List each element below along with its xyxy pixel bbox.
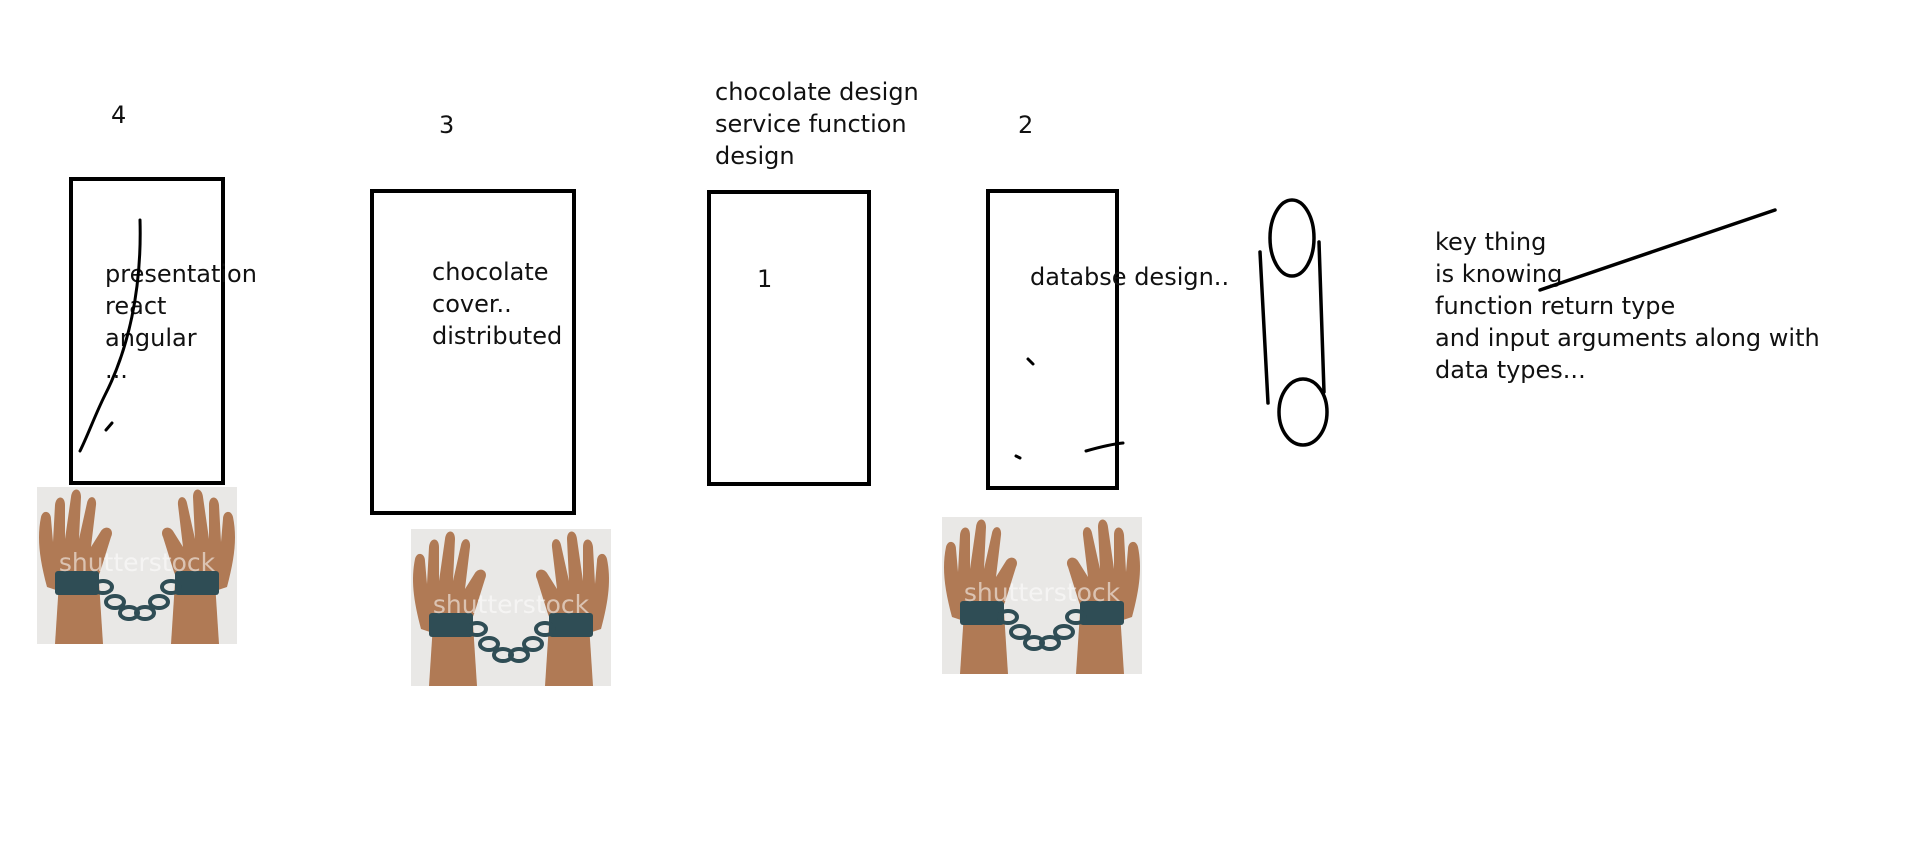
note-line: data types... xyxy=(1435,356,1586,384)
column-1-box xyxy=(707,190,871,486)
column-2-box xyxy=(986,189,1119,490)
svg-text:shutterstock: shutterstock xyxy=(59,548,216,577)
column-4-number: 4 xyxy=(111,101,127,129)
link-left-line xyxy=(1258,250,1270,405)
column-4-line: react xyxy=(105,292,167,320)
column-3-line: chocolate xyxy=(432,258,549,286)
column-3-text: chocolate cover.. distributed xyxy=(432,256,572,356)
link-top-circle xyxy=(1268,198,1316,278)
link-right-line xyxy=(1317,240,1326,394)
chained-hands-image-3: shutterstock xyxy=(942,517,1142,674)
note-line: key thing xyxy=(1435,228,1547,256)
link-bottom-circle xyxy=(1277,377,1329,447)
column-4-line: presentation xyxy=(105,260,257,288)
note-line: is knowing xyxy=(1435,260,1563,288)
column-3-number: 3 xyxy=(439,111,455,139)
note-line: and input arguments along with xyxy=(1435,324,1820,352)
svg-text:shutterstock: shutterstock xyxy=(964,578,1121,607)
column-4-line: angular xyxy=(105,324,197,352)
column-3-line: distributed xyxy=(432,322,563,350)
chained-hands-image-1: shutterstock xyxy=(37,487,237,644)
column-4-line: ... xyxy=(105,356,128,384)
column-3-line: cover.. xyxy=(432,290,512,318)
column-4-box xyxy=(69,177,225,485)
chained-hands-icon: shutterstock xyxy=(411,529,611,686)
chained-hands-image-2: shutterstock xyxy=(411,529,611,686)
chained-hands-icon: shutterstock xyxy=(942,517,1142,674)
column-2-number: 2 xyxy=(1018,111,1034,139)
column-1-number: 1 xyxy=(757,265,773,293)
note-line: function return type xyxy=(1435,292,1676,320)
column-1-heading-line: service function xyxy=(715,110,907,138)
column-3-box xyxy=(370,189,576,515)
column-1-heading-line: chocolate design xyxy=(715,78,919,106)
chained-hands-icon: shutterstock xyxy=(37,487,237,644)
column-1-heading-line: design xyxy=(715,142,795,170)
svg-text:shutterstock: shutterstock xyxy=(433,590,590,619)
column-2-text: databse design.. xyxy=(1030,263,1230,291)
note-strike-line xyxy=(1538,208,1777,292)
